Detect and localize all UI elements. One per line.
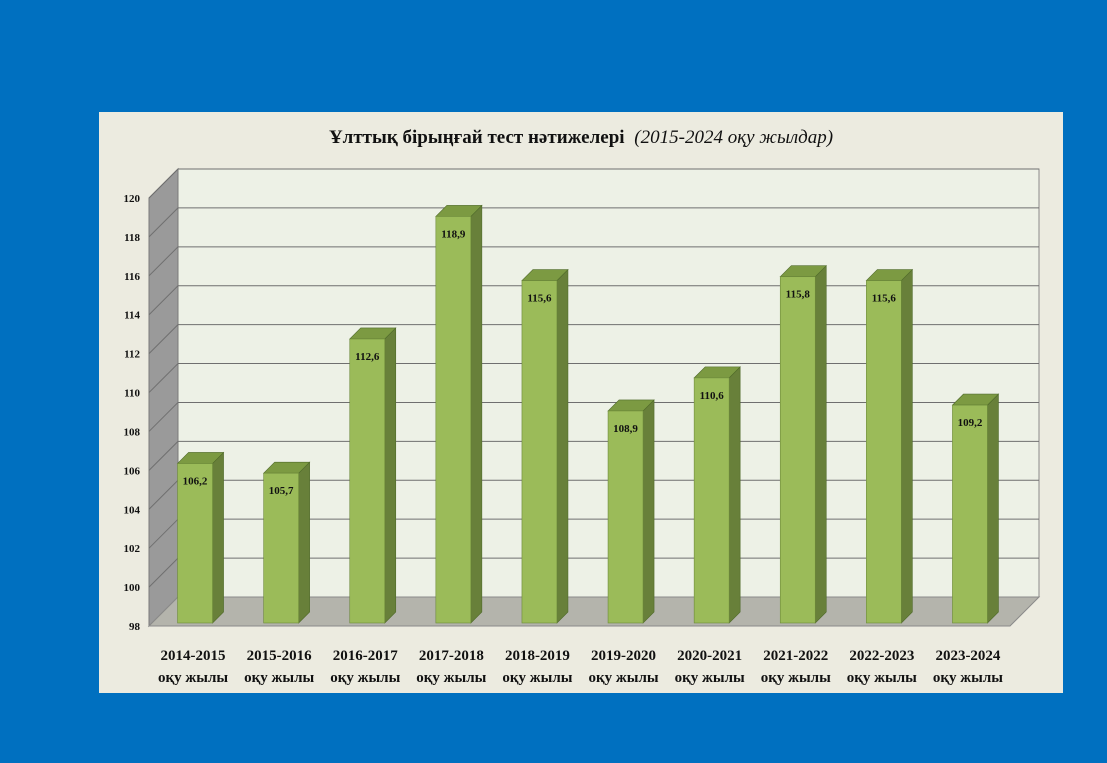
x-tick-sublabel: оқу жылы bbox=[675, 670, 745, 686]
x-tick-label: 2016-2017 bbox=[333, 648, 398, 664]
y-tick-label: 108 bbox=[124, 426, 141, 438]
x-tick-sublabel: оқу жылы bbox=[416, 670, 486, 686]
chart-panel: Ұлттық бірыңғай тест нәтижелері (2015-20… bbox=[99, 112, 1063, 693]
bar-group: 118,9 bbox=[435, 204, 483, 624]
bar-chart: Ұлттық бірыңғай тест нәтижелері (2015-20… bbox=[124, 127, 1041, 686]
gridline-side bbox=[148, 441, 179, 471]
bar bbox=[952, 404, 988, 624]
bar bbox=[693, 377, 730, 624]
data-label: 115,8 bbox=[786, 289, 811, 301]
gridline-side bbox=[148, 285, 179, 316]
bar-side bbox=[298, 461, 310, 624]
x-tick-sublabel: оқу жылы bbox=[847, 670, 917, 686]
bar bbox=[177, 463, 213, 624]
data-label: 110,6 bbox=[700, 390, 725, 402]
x-tick-sublabel: оқу жылы bbox=[502, 670, 572, 686]
data-label: 106,2 bbox=[183, 475, 208, 487]
x-tick-label: 2017-2018 bbox=[419, 648, 484, 664]
bar bbox=[349, 338, 386, 624]
y-tick-label: 118 bbox=[124, 232, 140, 244]
x-tick-label: 2021-2022 bbox=[763, 648, 828, 664]
x-tick-sublabel: оқу жылы bbox=[588, 670, 658, 686]
x-tick-sublabel: оқу жылы bbox=[933, 670, 1003, 686]
y-tick-label: 116 bbox=[124, 271, 140, 283]
y-tick-label: 106 bbox=[124, 465, 141, 477]
data-label: 115,6 bbox=[872, 293, 897, 305]
x-axis-ticks: 2014-2015 оқу жылы 2015-2016 оқу жылы 2016-2… bbox=[158, 648, 1003, 686]
bar bbox=[607, 410, 644, 624]
y-axis-ticks: 98 100 102 104 106 108 110 112 114 116 118 120 bbox=[124, 193, 141, 633]
gridline-side bbox=[148, 518, 179, 549]
bar-group: 115,6 bbox=[865, 268, 914, 624]
y-tick-label: 120 bbox=[124, 193, 141, 205]
data-label: 112,6 bbox=[355, 351, 380, 363]
bar-group: 115,6 bbox=[521, 268, 569, 624]
data-label: 115,6 bbox=[527, 293, 552, 305]
data-label: 109,2 bbox=[958, 417, 983, 429]
chart-title: Ұлттық бірыңғай тест нәтижелері (2015-20… bbox=[329, 127, 833, 148]
gridline-side bbox=[148, 402, 179, 432]
bar-side bbox=[728, 366, 741, 624]
bar-group: 110,6 bbox=[693, 366, 741, 624]
y-tick-label: 102 bbox=[124, 543, 141, 555]
bar-side bbox=[814, 264, 827, 624]
x-tick-label: 2015-2016 bbox=[247, 648, 312, 664]
x-tick-sublabel: оқу жылы bbox=[330, 670, 400, 686]
y-tick-label: 100 bbox=[124, 582, 141, 594]
x-tick-sublabel: оқу жылы bbox=[244, 670, 314, 686]
bar-group: 105,7 bbox=[262, 461, 311, 624]
gridline-side bbox=[148, 324, 179, 354]
bar-side bbox=[642, 399, 655, 624]
x-tick-label: 2014-2015 bbox=[161, 648, 226, 664]
data-label: 118,9 bbox=[441, 228, 466, 240]
x-tick-sublabel: оқу жылы bbox=[158, 670, 228, 686]
y-tick-label: 110 bbox=[124, 388, 140, 400]
gridline-side bbox=[148, 246, 179, 277]
data-label: 105,7 bbox=[269, 485, 294, 497]
bar-side bbox=[556, 268, 569, 624]
plot-side-wall bbox=[148, 167, 179, 628]
x-tick-label: 2020-2021 bbox=[677, 648, 742, 664]
bar-group: 115,8 bbox=[779, 264, 827, 624]
y-tick-label: 112 bbox=[124, 349, 140, 361]
x-tick-label: 2023-2024 bbox=[935, 648, 1000, 664]
bar-side bbox=[901, 268, 913, 624]
bar bbox=[866, 280, 902, 624]
bar-side bbox=[212, 451, 224, 624]
x-tick-label: 2019-2020 bbox=[591, 648, 656, 664]
data-label: 108,9 bbox=[613, 423, 638, 435]
bars: 106,2 105,7 112,6 118,9 115,6 108,9 110,6 115,8… bbox=[176, 204, 1000, 624]
chart-title-main: Ұлттық бірыңғай тест нәтижелері bbox=[329, 127, 625, 148]
bar-group: 106,2 bbox=[176, 451, 225, 624]
bar-side bbox=[987, 393, 999, 624]
gridline-side bbox=[148, 207, 179, 238]
gridline-side bbox=[148, 557, 179, 588]
y-tick-label: 114 bbox=[124, 310, 140, 322]
x-tick-label: 2018-2019 bbox=[505, 648, 570, 664]
bar-group: 112,6 bbox=[349, 327, 397, 624]
gridline-side bbox=[148, 363, 179, 393]
y-tick-label: 98 bbox=[129, 621, 141, 633]
gridline-side bbox=[148, 168, 179, 199]
chart-title-sub: (2015-2024 оқу жылдар) bbox=[634, 127, 833, 148]
bar bbox=[521, 280, 558, 624]
bar bbox=[435, 216, 472, 624]
bar-side bbox=[470, 204, 483, 624]
y-tick-label: 104 bbox=[124, 504, 141, 516]
bar-group: 108,9 bbox=[607, 399, 655, 624]
gridline-side bbox=[148, 479, 179, 510]
bar-group: 109,2 bbox=[951, 393, 1000, 624]
x-tick-sublabel: оқу жылы bbox=[761, 670, 831, 686]
bar-side bbox=[384, 327, 397, 624]
bar bbox=[263, 472, 299, 624]
bar bbox=[779, 276, 816, 624]
x-tick-label: 2022-2023 bbox=[849, 648, 914, 664]
